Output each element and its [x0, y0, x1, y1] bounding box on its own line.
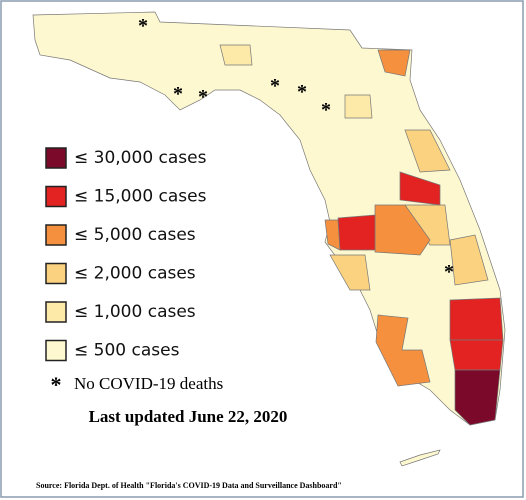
legend-swatch [45, 262, 67, 285]
no-death-marker: * [444, 261, 454, 283]
no-death-marker: * [198, 86, 208, 108]
legend-swatch [45, 224, 67, 246]
county [454, 369, 501, 426]
county [449, 297, 504, 341]
legend-swatch [45, 301, 67, 323]
legend-label: No COVID-19 deaths [74, 374, 223, 393]
county [375, 314, 431, 387]
no-death-marker: * [321, 99, 331, 121]
legend-swatch [45, 339, 67, 362]
source-note: Source: Florida Dept. of Health "Florida… [36, 481, 342, 490]
no-death-marker: * [270, 75, 280, 97]
legend-label: ≤ 5,000 cases [74, 225, 196, 245]
county [337, 214, 376, 251]
legend-swatch [45, 147, 67, 169]
legend-symbol: * [51, 372, 62, 397]
florida-map [32, 11, 506, 467]
keys [399, 449, 441, 467]
county [329, 254, 371, 291]
legend-label: ≤ 500 cases [74, 341, 180, 361]
legend-label: ≤ 15,000 cases [74, 187, 207, 207]
county [344, 94, 373, 119]
updated-note: Last updated June 22, 2020 [89, 407, 288, 426]
legend-label: ≤ 1,000 cases [74, 302, 196, 322]
county [377, 49, 411, 77]
county [404, 129, 451, 173]
no-death-marker: * [297, 81, 307, 103]
county [449, 339, 504, 371]
legend-swatch [45, 185, 67, 208]
legend-label: ≤ 30,000 cases [74, 148, 207, 168]
no-death-marker: * [138, 15, 148, 37]
county [219, 44, 253, 66]
county [449, 234, 489, 286]
county [399, 171, 441, 206]
no-death-marker: * [173, 83, 183, 105]
legend-label: ≤ 2,000 cases [74, 264, 196, 284]
